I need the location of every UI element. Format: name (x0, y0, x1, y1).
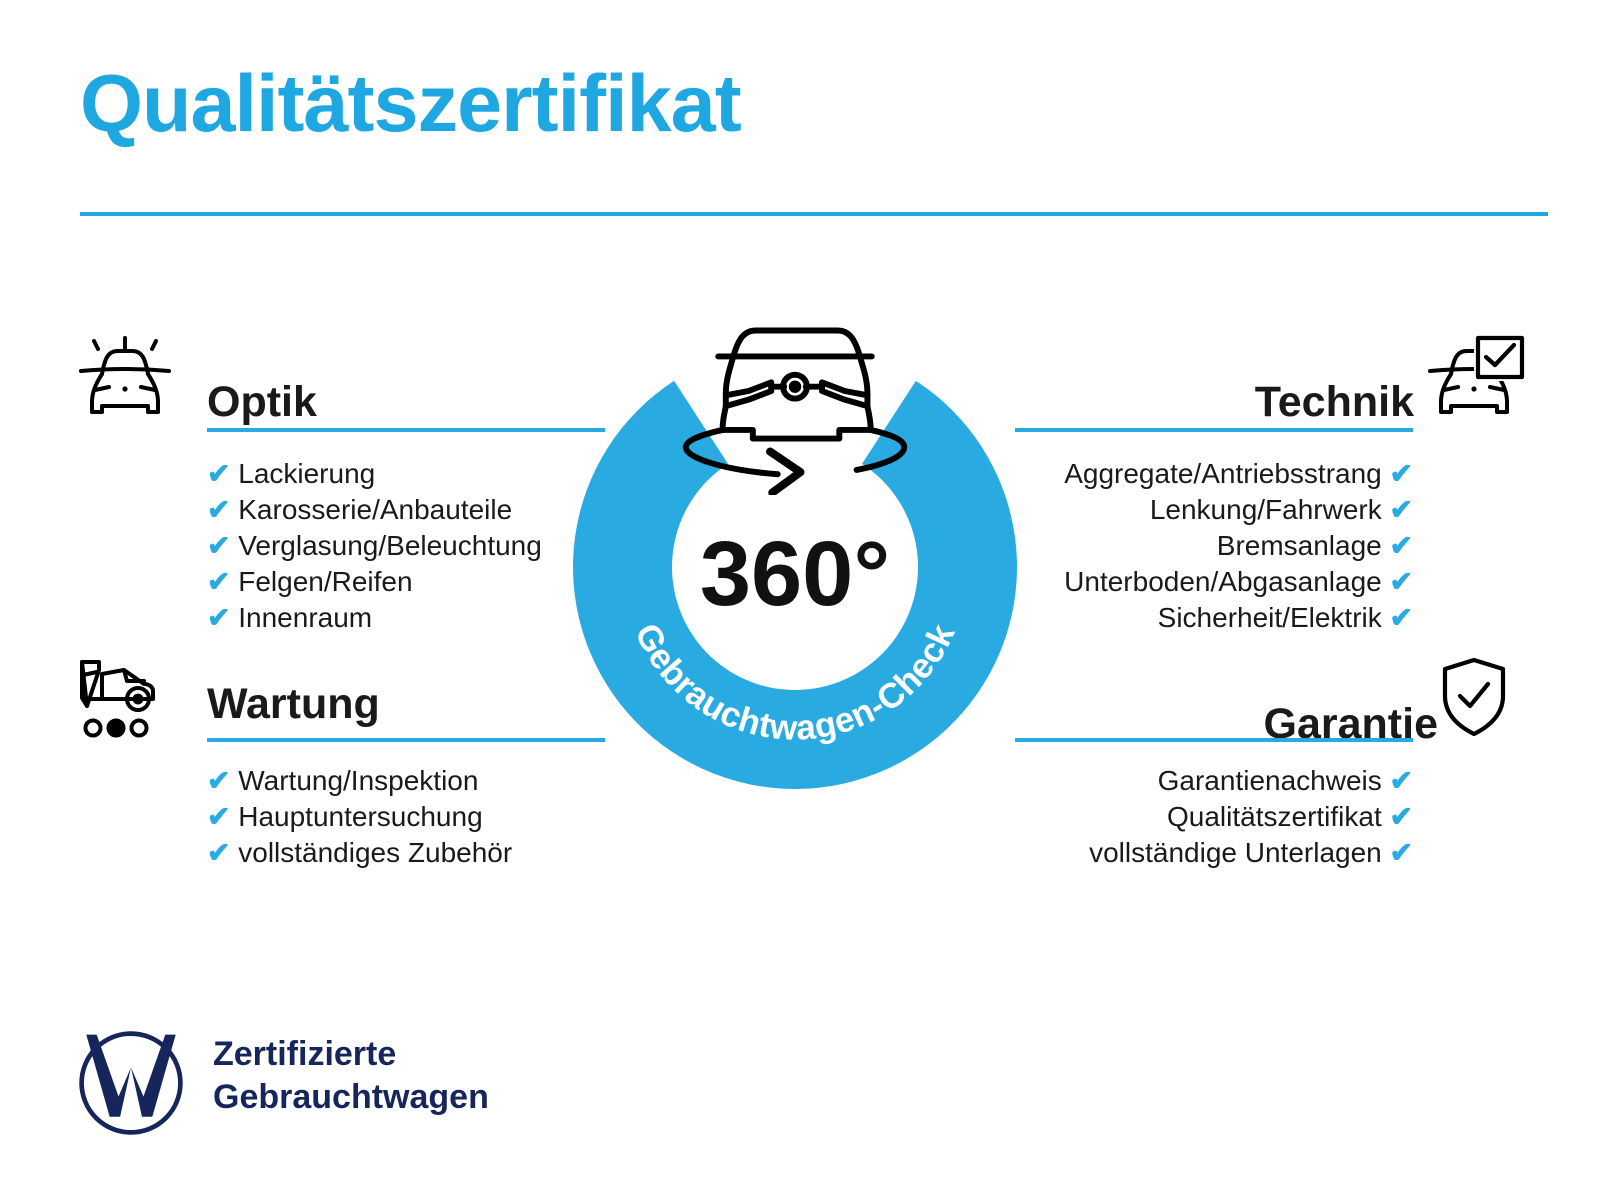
svg-text:360°: 360° (700, 523, 890, 625)
